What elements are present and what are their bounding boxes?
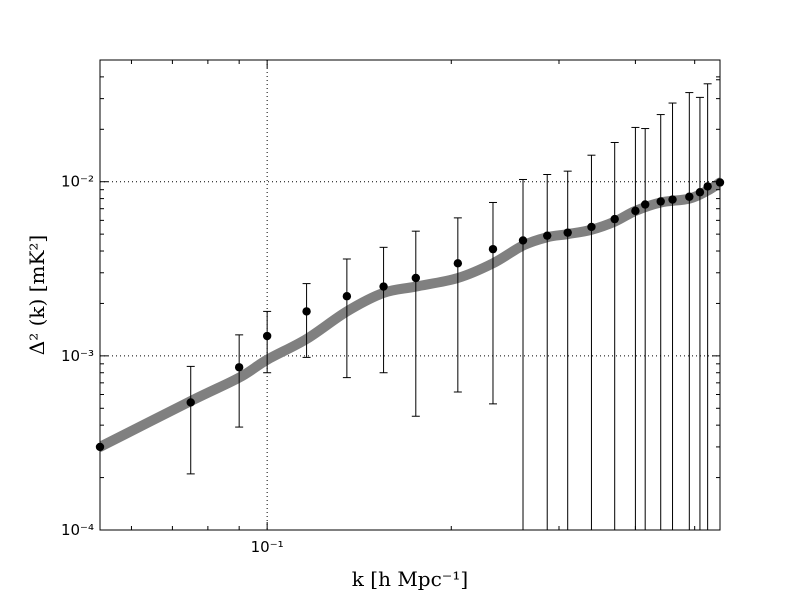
model-curve <box>100 177 720 452</box>
data-point <box>610 214 619 224</box>
data-point <box>411 273 421 283</box>
x-axis-label: k [h Mpc⁻¹] <box>352 567 468 591</box>
data-point <box>379 282 388 291</box>
data-point <box>186 398 195 407</box>
y-tick-label: 10⁻⁴ <box>61 521 94 539</box>
axis-ticks <box>100 60 720 531</box>
data-point <box>234 363 244 372</box>
data-point <box>543 231 552 240</box>
model-curve-layer <box>100 177 720 452</box>
x-tick-label: 10⁻¹ <box>251 538 284 556</box>
data-point <box>640 200 650 209</box>
data-point <box>518 236 528 245</box>
data-point <box>488 244 498 254</box>
data-point <box>563 228 572 237</box>
data-point <box>656 197 665 206</box>
grid-lines <box>100 60 720 530</box>
y-axis-label: Δ² (k) [mK²] <box>25 235 49 355</box>
y-tick-label: 10⁻³ <box>61 347 94 365</box>
data-point <box>262 331 272 341</box>
data-point <box>587 222 596 232</box>
data-points-layer <box>95 178 725 452</box>
data-point <box>695 188 705 197</box>
y-tick-label: 10⁻² <box>61 173 94 191</box>
data-point <box>685 192 694 201</box>
data-point <box>703 182 712 191</box>
plot-frame <box>99 59 721 531</box>
data-point <box>631 206 640 216</box>
data-point <box>342 292 352 301</box>
data-point <box>453 259 463 268</box>
tick-labels: 10⁻⁴ 10⁻³ 10⁻² 10⁻¹ <box>61 173 284 556</box>
error-bars-layer <box>186 79 720 530</box>
data-point <box>302 307 311 316</box>
data-point <box>668 195 677 204</box>
